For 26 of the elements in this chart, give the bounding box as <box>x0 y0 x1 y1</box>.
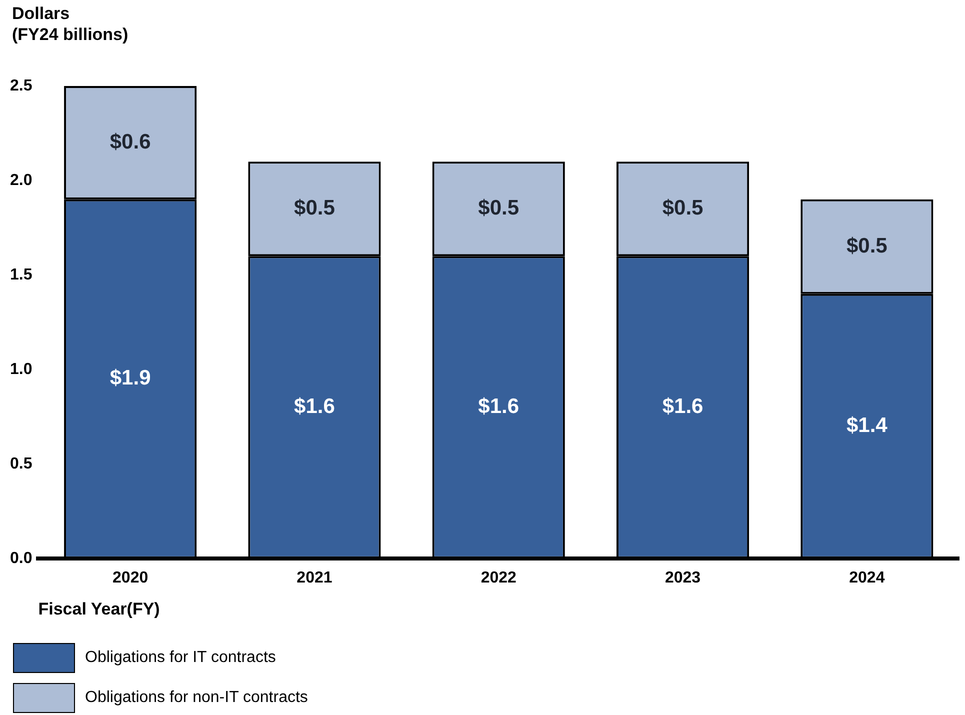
data-label: $1.6 <box>478 395 520 418</box>
data-label: $1.9 <box>110 366 151 390</box>
x-tick-label: 2024 <box>849 569 885 586</box>
y-axis-title: Dollars (FY24 billions) <box>12 4 128 44</box>
x-axis-title: Fiscal Year(FY) <box>38 599 160 618</box>
data-label: $1.6 <box>294 395 335 418</box>
x-tick-label: 2020 <box>112 569 148 586</box>
data-label: $0.6 <box>110 130 151 154</box>
data-label: $0.5 <box>478 196 520 220</box>
data-label: $1.4 <box>846 414 888 437</box>
legend-label: Obligations for IT contracts <box>85 649 276 667</box>
y-tick-label: 1.0 <box>10 360 32 378</box>
legend: Obligations for IT contracts Obligations for non-IT contracts <box>0 632 965 715</box>
y-tick-label: 0.0 <box>10 550 32 567</box>
x-tick-label: 2021 <box>296 569 332 586</box>
data-label: $0.5 <box>662 196 704 220</box>
x-tick-label: 2022 <box>480 569 517 586</box>
x-tick-label: 2023 <box>664 569 701 586</box>
y-tick-label: 1.5 <box>10 266 32 284</box>
legend-label: Obligations for non-IT contracts <box>85 689 308 707</box>
y-tick-label: 2.5 <box>10 77 32 94</box>
data-label: $0.5 <box>846 234 888 258</box>
y-tick-label: 2.0 <box>10 172 32 189</box>
y-tick-label: 0.5 <box>10 455 32 472</box>
data-label: $1.6 <box>662 395 704 418</box>
data-label: $0.5 <box>294 196 336 220</box>
